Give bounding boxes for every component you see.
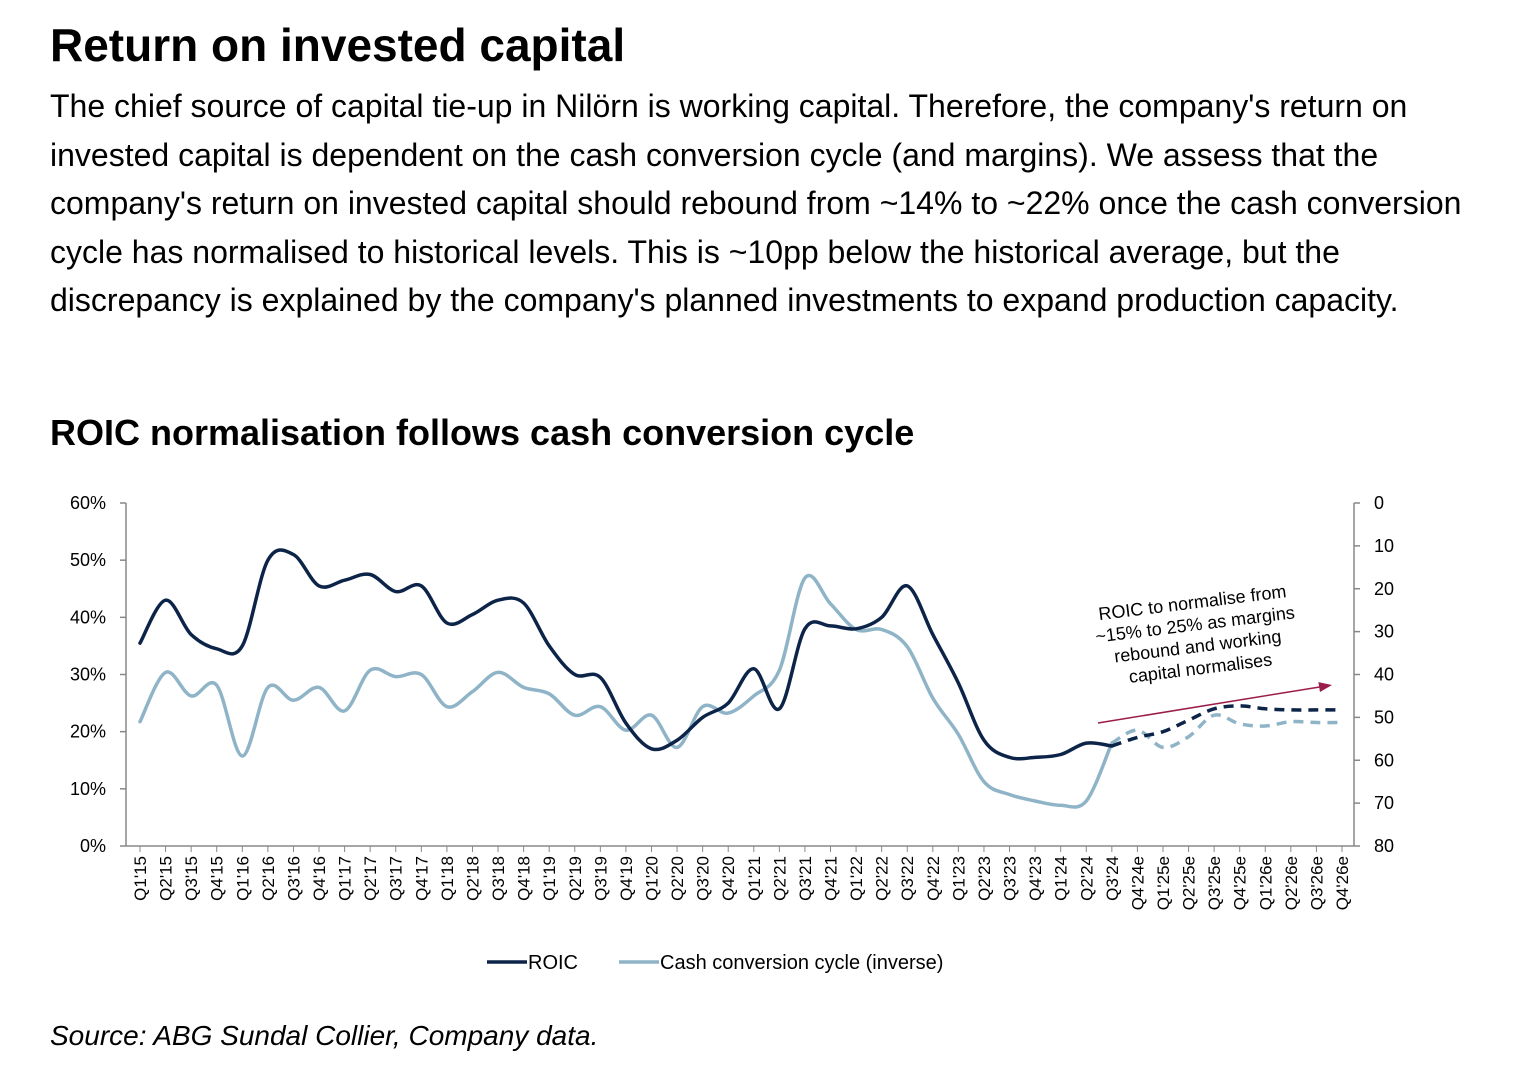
- right-tick-label: 60: [1374, 750, 1394, 770]
- x-tick-label: Q2'18: [463, 856, 482, 901]
- x-tick-label: Q4'15: [208, 856, 227, 901]
- x-tick-label: Q4'25e: [1231, 856, 1250, 910]
- source-note: Source: ABG Sundal Collier, Company data…: [50, 1020, 599, 1051]
- x-tick-label: Q2'21: [770, 856, 789, 901]
- x-tick-label: Q3'24: [1103, 856, 1122, 901]
- x-tick-label: Q4'22: [924, 856, 943, 901]
- left-tick-label: 40%: [70, 607, 106, 627]
- x-tick-label: Q1'25e: [1154, 856, 1173, 910]
- annotation-group: ROIC to normalise from~15% to 25% as mar…: [1094, 581, 1296, 687]
- x-tick-label: Q2'15: [157, 856, 176, 901]
- series-forecast-line-roic: [1111, 704, 1342, 748]
- roic-chart: 0% 10% 20% 30% 40% 50% 60% 0 10 20 30 40 50 60 70 80 Q1'…: [70, 493, 1394, 974]
- x-tick-label: Q2'23: [975, 856, 994, 901]
- left-tick-label: 50%: [70, 550, 106, 570]
- x-tick-label: Q4'16: [310, 856, 329, 901]
- annotation-arrow-line: [1097, 685, 1323, 724]
- page-title: Return on invested capital: [50, 19, 626, 71]
- x-tick-label: Q2'25e: [1180, 856, 1199, 910]
- x-tick-label: Q1'20: [642, 856, 661, 901]
- x-tick-label: Q3'19: [591, 856, 610, 901]
- x-tick-label: Q4'24e: [1128, 856, 1147, 910]
- x-tick-label: Q2'26e: [1282, 856, 1301, 910]
- annotation-arrow-head: [1318, 682, 1332, 693]
- left-tick-label: 60%: [70, 493, 106, 513]
- x-tick-label: Q4'18: [515, 856, 534, 901]
- x-tick-label: Q4'21: [822, 856, 841, 901]
- x-tick-label: Q1'17: [336, 856, 355, 901]
- x-tick-label: Q1'26e: [1256, 856, 1275, 910]
- x-tick-label: Q4'23: [1026, 856, 1045, 901]
- x-tick-label: Q4'17: [412, 856, 431, 901]
- right-tick-label: 50: [1374, 707, 1394, 727]
- left-tick-label: 30%: [70, 665, 106, 685]
- x-tick-label: Q1'15: [131, 856, 150, 901]
- x-tick-label: Q1'23: [949, 856, 968, 901]
- legend-label-ccc: Cash conversion cycle (inverse): [660, 952, 943, 974]
- x-tick-label: Q3'16: [284, 856, 303, 901]
- x-tick-label: Q3'22: [898, 856, 917, 901]
- x-tick-label: Q3'17: [387, 856, 406, 901]
- intro-paragraph: The chief source of capital tie-up in Ni…: [50, 88, 1462, 318]
- x-tick-label: Q2'17: [361, 856, 380, 901]
- right-tick-label: 30: [1374, 622, 1394, 642]
- x-tick-label: Q2'19: [566, 856, 585, 901]
- series-forecast-line-ccc: [1110, 713, 1343, 750]
- series-line-ccc: [138, 573, 1114, 809]
- x-tick-label: Q1'19: [540, 856, 559, 901]
- x-tick-label: Q4'20: [719, 856, 738, 901]
- x-tick-label: Q2'22: [873, 856, 892, 901]
- x-tick-label: Q4'19: [617, 856, 636, 901]
- series-line-roic: [138, 548, 1114, 761]
- x-tick-label: Q3'21: [796, 856, 815, 901]
- right-tick-label: 0: [1374, 493, 1384, 513]
- left-tick-label: 10%: [70, 779, 106, 799]
- x-tick-label: Q3'25e: [1205, 856, 1224, 910]
- x-tick-label: Q2'16: [259, 856, 278, 901]
- x-tick-label: Q2'24: [1077, 856, 1096, 901]
- x-tick-label: Q1'22: [847, 856, 866, 901]
- x-tick-label: Q3'18: [489, 856, 508, 901]
- x-tick-label: Q4'26e: [1333, 856, 1352, 910]
- right-tick-label: 20: [1374, 579, 1394, 599]
- x-tick-label: Q3'15: [182, 856, 201, 901]
- x-tick-label: Q1'18: [438, 856, 457, 901]
- right-tick-label: 80: [1374, 836, 1394, 856]
- x-tick-label: Q3'26e: [1307, 856, 1326, 910]
- x-tick-label: Q1'21: [745, 856, 764, 901]
- legend-label-roic: ROIC: [528, 952, 578, 974]
- x-tick-label: Q3'23: [1001, 856, 1020, 901]
- x-tick-label: Q1'24: [1052, 856, 1071, 901]
- x-tick-label: Q1'16: [233, 856, 252, 901]
- left-tick-label: 20%: [70, 722, 106, 742]
- x-tick-label: Q2'20: [668, 856, 687, 901]
- right-tick-label: 40: [1374, 665, 1394, 685]
- right-tick-label: 10: [1374, 536, 1394, 556]
- chart-title: ROIC normalisation follows cash conversi…: [50, 412, 915, 453]
- left-tick-label: 0%: [80, 836, 106, 856]
- right-tick-label: 70: [1374, 793, 1394, 813]
- x-tick-label: Q3'20: [694, 856, 713, 901]
